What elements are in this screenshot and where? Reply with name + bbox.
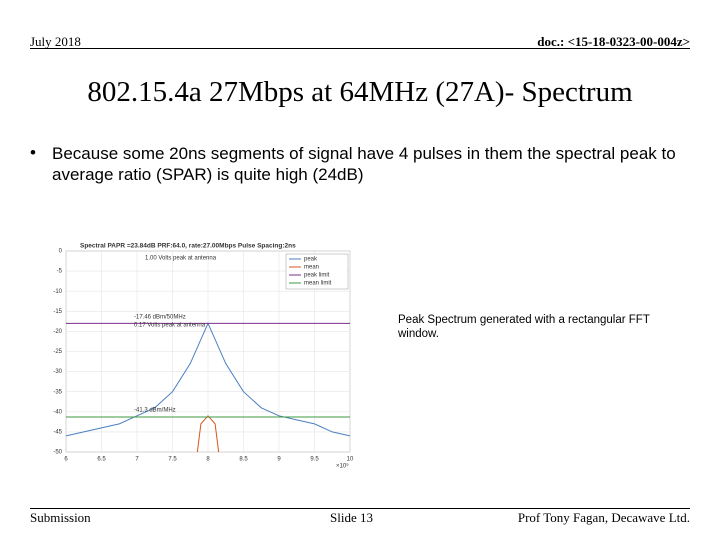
x-tick-label: 9.5 bbox=[310, 457, 319, 463]
x-tick-label: 8 bbox=[206, 457, 210, 463]
x-tick-label: 7 bbox=[135, 457, 139, 463]
footer-center: Slide 13 bbox=[330, 510, 373, 525]
y-tick-label: -10 bbox=[53, 289, 62, 295]
doc-id: doc.: <15-18-0323-00-004z> bbox=[537, 34, 690, 49]
legend-label: mean bbox=[304, 265, 319, 271]
x-tick-label: 10 bbox=[347, 457, 354, 463]
legend-label: peak limit bbox=[304, 273, 330, 279]
footer-left: Submission bbox=[30, 510, 91, 525]
x-tick-label: 7.5 bbox=[168, 457, 177, 463]
y-tick-label: -40 bbox=[53, 409, 62, 415]
legend-label: peak bbox=[304, 257, 318, 263]
note: Peak Spectrum generated with a rectangul… bbox=[398, 314, 650, 340]
annotation: -17.46 dBm/50MHz bbox=[134, 315, 186, 321]
footer-right: Prof Tony Fagan, Decawave Ltd. bbox=[517, 510, 690, 525]
x-tick-label: 9 bbox=[277, 457, 281, 463]
header-rule bbox=[30, 48, 690, 49]
annotation: -41.3 dBm/MHz bbox=[134, 408, 176, 414]
y-tick-label: -30 bbox=[53, 369, 62, 375]
y-tick-label: -5 bbox=[57, 269, 63, 275]
x-axis-exponent: ×10⁹ bbox=[336, 463, 349, 470]
y-tick-label: -50 bbox=[53, 450, 62, 456]
x-tick-label: 6.5 bbox=[97, 457, 106, 463]
series-line bbox=[196, 415, 220, 453]
y-tick-label: -35 bbox=[53, 389, 62, 395]
y-tick-label: -45 bbox=[53, 429, 62, 435]
chart-title: Spectral PAPR =23.84dB PRF:64.0, rate:27… bbox=[80, 243, 296, 250]
y-tick-label: -15 bbox=[53, 309, 62, 315]
date: July 2018 bbox=[30, 34, 81, 49]
footer-rule bbox=[30, 508, 690, 509]
annotation: 1.00 Volts peak at antenna bbox=[145, 256, 217, 262]
y-tick-label: 0 bbox=[59, 249, 63, 255]
y-tick-label: -25 bbox=[53, 349, 62, 355]
x-tick-label: 8.5 bbox=[239, 457, 248, 463]
bullet-text: Because some 20ns segments of signal hav… bbox=[52, 144, 676, 184]
y-tick-label: -20 bbox=[53, 329, 62, 335]
annotation: 0.17 Volts peak at antenna bbox=[134, 323, 206, 329]
legend-label: mean limit bbox=[304, 281, 332, 287]
x-tick-label: 6 bbox=[64, 457, 68, 463]
slide-title: 802.15.4a 27Mbps at 64MHz (27A)- Spectru… bbox=[87, 76, 633, 108]
bullet-dot: • bbox=[30, 143, 36, 162]
